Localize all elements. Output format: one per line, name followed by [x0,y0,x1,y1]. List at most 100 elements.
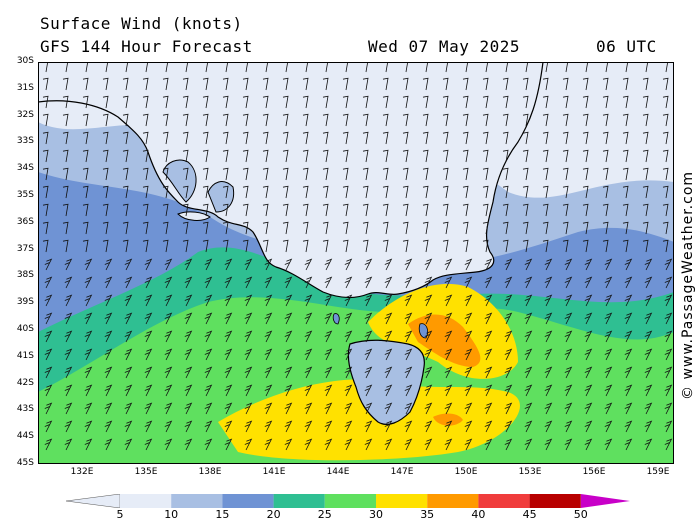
wind-barb [582,239,589,253]
wind-barb [102,131,109,145]
wind-barb [542,149,549,163]
wind-barb [42,203,49,217]
wind-barb [84,402,93,415]
wind-barb [662,149,669,163]
wind-barb [604,348,613,361]
wind-barb [244,276,253,289]
wind-barb [464,330,473,343]
wind-barb [122,167,129,181]
wind-barb [542,77,549,91]
wind-barb [422,95,429,109]
wind-barb [642,131,649,145]
wind-barb [224,348,233,361]
wind-barb [384,420,393,433]
wind-barb [62,77,69,91]
legend-tick-label: 40 [471,508,486,521]
wind-barb [482,185,489,199]
wind-barb [364,384,373,397]
wind-barb [64,258,73,271]
wind-barb [362,221,369,235]
wind-barb [624,330,633,343]
wind-barb [645,62,649,73]
wind-barb [442,113,449,127]
wind-barb [184,366,193,379]
wind-barb [204,294,213,307]
wind-barb [604,438,613,451]
wind-barb [182,131,189,145]
lat-label: 30S [16,56,34,66]
wind-barb [442,167,449,181]
wind-barb [304,312,313,325]
wind-barb [202,149,209,163]
wind-barb [84,330,93,343]
wind-barb [344,330,353,343]
wind-barb [664,276,673,289]
wind-barb [664,330,673,343]
lat-label: 42S [16,377,34,388]
wind-barb [644,402,653,415]
legend-low-arrow [66,494,121,508]
lat-label: 38S [16,270,34,281]
wind-barb [624,348,633,361]
wind-barb [162,239,169,253]
wind-barb [124,294,133,307]
wind-barb [422,77,429,91]
wind-barb [222,95,229,109]
wind-barb [244,330,253,343]
wind-barb [162,149,169,163]
wind-barb [625,62,629,73]
lat-label: 34S [16,163,34,174]
wind-barb [602,185,609,199]
wind-barb [504,384,513,397]
wind-barb [42,95,49,109]
wind-barb [424,402,433,415]
wind-barb [124,330,133,343]
lat-label: 39S [16,297,34,308]
wind-barb [282,149,289,163]
legend-tick-label: 20 [266,508,281,521]
wind-barb [524,294,533,307]
wind-barb [642,167,649,181]
wind-barb [182,239,189,253]
wind-barb [422,239,429,253]
wind-barb [624,438,633,451]
wind-barb [202,95,209,109]
wind-barb [342,203,349,217]
forecast-time: 06 UTC [596,37,657,56]
lat-label: 44S [16,431,34,442]
wind-barb [124,258,133,271]
wind-barb [504,420,513,433]
wind-barb [404,420,413,433]
wind-barb [62,221,69,235]
lon-label: 138E [198,467,222,477]
wind-barb [122,77,129,91]
wind-barb [344,438,353,451]
wind-barb [144,276,153,289]
wind-barb [182,95,189,109]
wind-barb [144,330,153,343]
wind-barb [522,221,529,235]
wind-barb [664,312,673,325]
wind-barb [644,366,653,379]
wind-barb [624,294,633,307]
wind-barb [544,312,553,325]
wind-barb [424,258,433,271]
wind-barb [524,276,533,289]
wind-barb [124,438,133,451]
wind-barb [322,185,329,199]
wind-barb [524,330,533,343]
wind-barb [324,348,333,361]
wind-barb [502,113,509,127]
wind-barb [202,221,209,235]
wind-barb [364,420,373,433]
wind-barb [484,312,493,325]
wind-barb [342,113,349,127]
wind-barb [542,95,549,109]
wind-barb [482,221,489,235]
wind-barb [182,149,189,163]
wind-barb [65,62,69,73]
wind-barb [342,95,349,109]
wind-barb [224,258,233,271]
wind-barb [62,239,69,253]
wind-barb [204,438,213,451]
